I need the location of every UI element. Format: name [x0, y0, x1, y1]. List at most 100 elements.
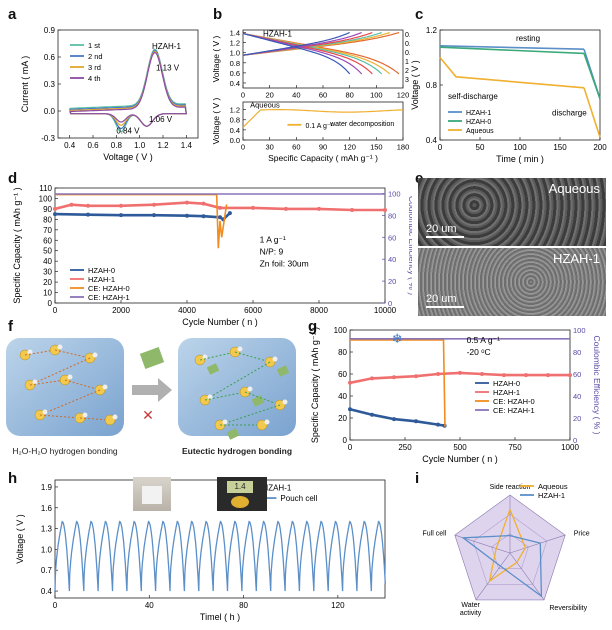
sem-label-hzah1: HZAH-1 [553, 251, 600, 266]
point-d-1 [53, 206, 57, 211]
scale-label-bottom: 20 um [426, 293, 457, 305]
y-tick-label: 90 [43, 205, 52, 214]
water-hydrogen [92, 352, 98, 358]
point-g-1 [568, 373, 572, 378]
eutectic-hydrogen [207, 394, 213, 400]
y-tick-label: 0.4 [41, 587, 53, 596]
point-d-1 [317, 206, 321, 211]
y-tick-label: 1.2 [230, 39, 240, 48]
legend-b-5: 3 [405, 77, 409, 84]
x-tick-label: 1.4 [181, 141, 193, 150]
y-axis-label: Voltage ( V ) [410, 60, 420, 110]
y2-tick-label: 40 [388, 255, 396, 264]
annot-a-0: 1.13 V [156, 64, 180, 73]
x-tick-label: 60 [292, 143, 300, 152]
legend-g-3: CE: HZAH-1 [493, 406, 535, 415]
x-tick-label: 200 [593, 143, 607, 152]
x-tick-label: 120 [343, 143, 356, 152]
point-d-0 [86, 212, 90, 217]
water-box-left [6, 338, 124, 436]
title-b-bottom: Aqueous [250, 101, 280, 110]
additive-crystal-icon [139, 347, 165, 369]
y2-tick-label: 80 [388, 211, 396, 220]
y2-axis-label: Coulombic Efficiency ( % ) [407, 196, 412, 295]
y-tick-label: -0.3 [41, 134, 55, 143]
cross-icon: ✕ [142, 407, 154, 423]
radar-axis [509, 534, 566, 554]
radar-series-1 [461, 534, 543, 598]
x-tick-label: 150 [370, 143, 383, 152]
y-tick-label: 0.4 [230, 126, 240, 135]
pouch-cell-photo [133, 477, 171, 511]
eutectic-molecules-right [194, 346, 290, 440]
x-tick-label: 90 [319, 143, 327, 152]
legend-g-2: CE: HZAH-0 [493, 397, 535, 406]
eutectic-hydrogen [222, 419, 228, 425]
y2-tick-label: 40 [573, 392, 581, 401]
x-tick-label: 120 [331, 601, 345, 610]
point-g-1 [370, 376, 374, 381]
point-d-1 [383, 207, 387, 212]
y-tick-label: 0.0 [230, 136, 240, 145]
aqueous-curve [242, 109, 403, 128]
x-tick-label: 2000 [112, 306, 130, 315]
x-tick-label: 10000 [374, 306, 397, 315]
sem-image-hzah1: HZAH-1 20 um [418, 248, 606, 316]
snowflake-icon: ❄ [392, 331, 403, 346]
eutectic-hydrogen [202, 354, 208, 360]
y-axis-label: Current ( mA ) [20, 56, 30, 113]
x-axis-label: Time ( min ) [496, 154, 544, 164]
scale-bar-top [426, 236, 464, 238]
x-tick-label: 100 [513, 143, 527, 152]
point-g-1 [348, 380, 352, 385]
h-bond-right [204, 361, 271, 401]
y-tick-label: 30 [43, 268, 52, 277]
y-axis-label: Voltage ( V ) [211, 35, 221, 82]
x-tick-label: 0 [241, 143, 245, 152]
y-tick-label: 20 [338, 414, 347, 423]
pouch-cell-curve [54, 520, 386, 592]
point-d-1 [350, 207, 354, 212]
plot-frame [54, 187, 386, 304]
annot-b-bottom: water decomposition [329, 121, 394, 128]
sem-label-aqueous: Aqueous [548, 181, 600, 196]
chart-h-pouch-cell: 0 40 80 120 0.4 0.7 1.0 1.3 1.6 1.9 Timel ( h ) Vol… [15, 479, 386, 622]
y-tick-label: 0.7 [41, 566, 53, 575]
chart-a-cv: 0.4 0.6 0.8 1.0 1.2 1.4 -0.3 0.0 0.3 0.6 0.9 Voltag… [20, 26, 199, 162]
radar-series-0 [488, 509, 527, 583]
eutectic-hydrogen [237, 346, 243, 352]
multimeter-display: 1.4 [227, 481, 253, 493]
cv-curve-3 [69, 51, 188, 127]
y-tick-label: 1.3 [41, 525, 53, 534]
y-tick-label: 0.8 [230, 116, 240, 125]
x-tick-label: 0 [241, 91, 245, 100]
series-g-0 [349, 407, 445, 427]
y2-tick-label: 20 [573, 414, 581, 423]
eutectic-hydrogen [272, 356, 278, 362]
chart-c-self-discharge: 0 50 100 150 200 0.4 0.8 1.2 Time ( min ) Voltage… [410, 26, 607, 164]
x-tick-label: 150 [553, 143, 567, 152]
annot-c-2: discharge [552, 108, 587, 117]
legend-g-1: HZAH-1 [493, 388, 520, 397]
x-tick-label: 180 [397, 143, 410, 152]
x-axis-label: Voltage ( V ) [103, 152, 153, 162]
legend-b-3: 1 [405, 59, 409, 66]
radar-axis-label: Full cell [423, 530, 447, 537]
x-tick-label: 0.6 [87, 141, 99, 150]
water-oxygen [104, 414, 116, 426]
water-hydrogen [27, 349, 33, 355]
radar-axis-label: Reversibility [549, 605, 587, 612]
x-tick-label: 250 [398, 443, 412, 452]
y-tick-label: 50 [43, 247, 52, 256]
y2-tick-label: 60 [388, 233, 396, 242]
x-tick-label: 8000 [310, 306, 328, 315]
point-d-1 [201, 201, 206, 206]
note-d-1: N/P: 9 [260, 246, 284, 256]
y2-tick-label: 0 [573, 436, 577, 445]
annot-a-2: 0.84 V [116, 127, 140, 136]
water-hydrogen [57, 344, 63, 350]
legend-d-3: CE: HZAH-1 [88, 293, 130, 302]
schematic-f: ✕ H₂O-H₂O hydrogen bonding Eutectic hydr… [6, 338, 296, 456]
scale-label-top: 20 um [426, 223, 457, 235]
